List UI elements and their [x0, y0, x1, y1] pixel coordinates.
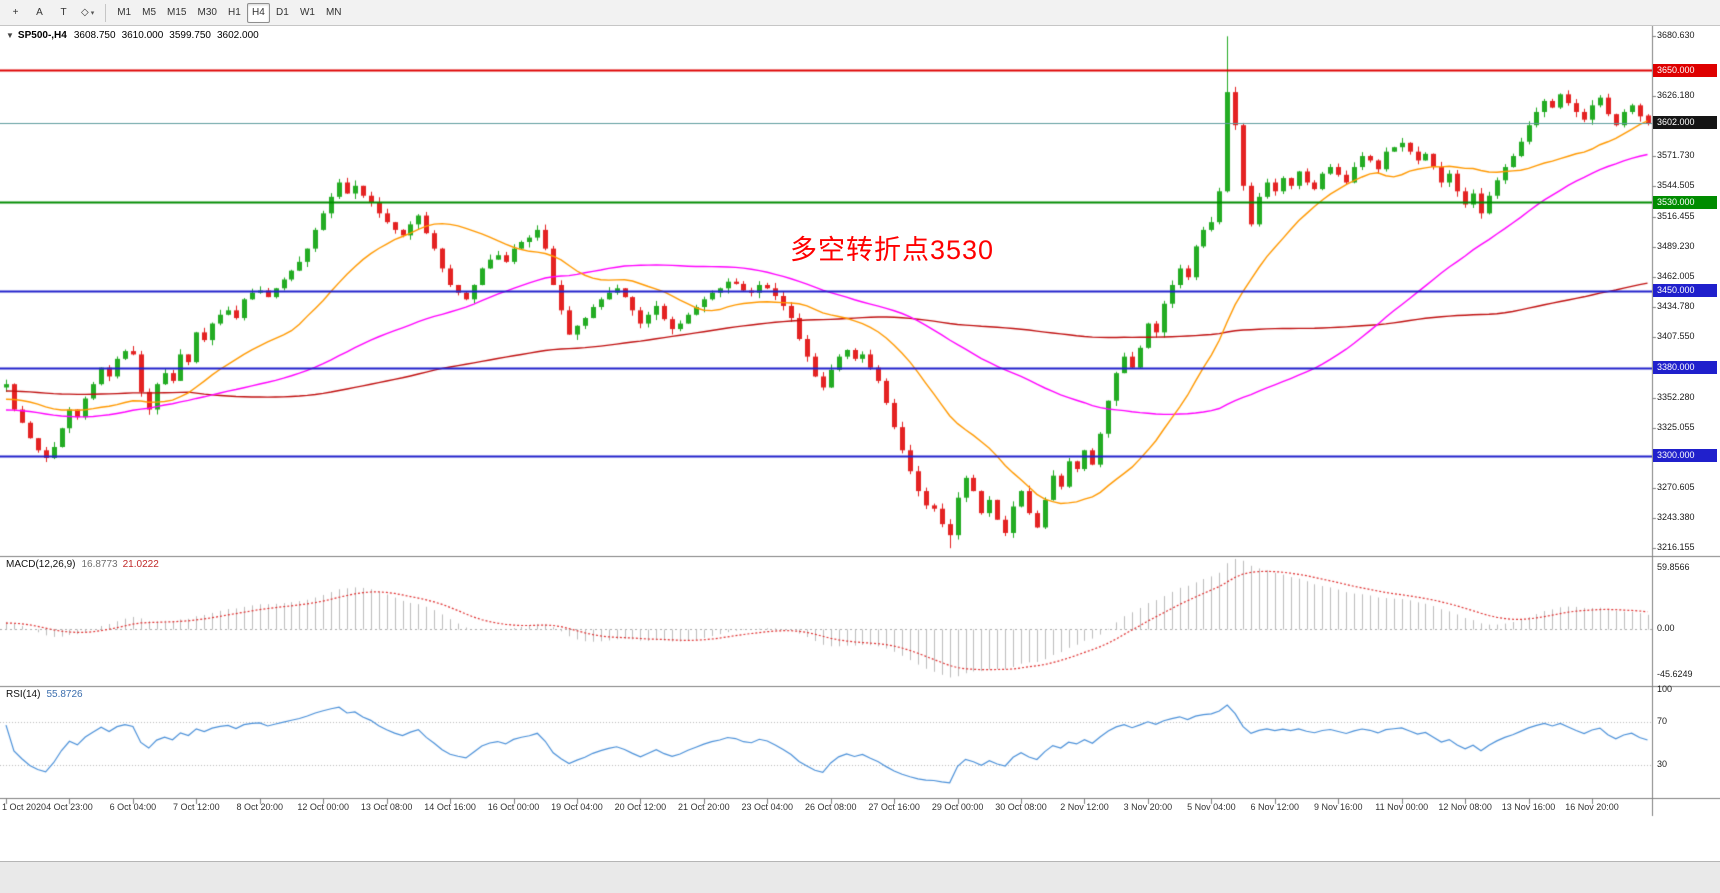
crosshair-tool-icon[interactable]: + [12, 7, 19, 18]
price-level-box-support-3300[interactable]: 3300.000 [1653, 449, 1717, 463]
time-axis-label: 16 Oct 00:00 [487, 802, 540, 812]
chart-header: ▼ SP500-,H4 3608.750 3610.000 3599.750 3602.0… [6, 30, 265, 41]
price-axis-label: 3544.505 [1657, 180, 1695, 191]
timeframe-button-m30[interactable]: M30 [197, 7, 217, 18]
time-axis-label: 30 Oct 08:00 [995, 802, 1047, 812]
shapes-tool-icon[interactable]: ◇ ▾ [81, 7, 95, 18]
macd-name: MACD(12,26,9) [6, 559, 76, 570]
ohlc-high: 3610.000 [121, 30, 164, 41]
price-level-box-current-price[interactable]: 3602.000 [1653, 116, 1717, 130]
timeframe-button-mn[interactable]: MN [325, 7, 342, 18]
time-axis-label: 6 Nov 12:00 [1250, 802, 1300, 812]
price-axis-label: 3352.280 [1657, 392, 1695, 403]
arrow-text-a-tool-icon[interactable]: A [36, 7, 43, 18]
price-axis-label: 3516.455 [1657, 211, 1695, 222]
price-axis-label: 3462.005 [1657, 271, 1695, 282]
panel-splitter-rsi[interactable] [0, 683, 1720, 688]
time-axis-label: 26 Oct 08:00 [804, 802, 857, 812]
macd-scale-label: 59.8566 [1657, 562, 1690, 573]
price-level-box-pivot-3530[interactable]: 3530.000 [1653, 195, 1717, 209]
top-toolbar: + A T ◇ ▾ M1 M5 M15 M30 H1 H4 D1 W1 MN [0, 0, 1720, 26]
time-axis-label: 7 Oct 12:00 [173, 802, 220, 812]
macd-main-value: 16.8773 [81, 559, 118, 570]
rsi-value: 55.8726 [46, 689, 83, 700]
rsi-scale-label: 100 [1657, 684, 1673, 694]
chart-expander-icon[interactable]: ▼ [6, 31, 14, 40]
macd-scale-label: 0.00 [1657, 622, 1675, 633]
time-axis-label: 4 Oct 23:00 [46, 802, 93, 812]
text-annotation-pivot-3530[interactable]: 多空转折点3530 [790, 235, 995, 265]
rsi-scale-label: 70 [1657, 716, 1668, 727]
price-axis-label: 3243.380 [1657, 512, 1695, 523]
time-axis-label: 23 Oct 04:00 [741, 802, 794, 812]
time-axis-label: 27 Oct 16:00 [868, 802, 920, 812]
time-axis-label: 11 Nov 00:00 [1375, 802, 1429, 812]
price-axis-label: 3270.605 [1657, 482, 1695, 493]
timeframe-button-d1[interactable]: D1 [276, 7, 289, 18]
price-axis-label: 3216.155 [1657, 542, 1695, 553]
time-axis-label: 13 Nov 16:00 [1501, 802, 1556, 812]
time-axis-label: 9 Nov 16:00 [1313, 802, 1363, 812]
price-axis-label: 3407.550 [1657, 331, 1695, 342]
ohlc-low: 3599.750 [169, 30, 211, 41]
timeframe-button-h4[interactable]: H4 [246, 2, 270, 23]
timeframe-button-m15[interactable]: M15 [167, 7, 187, 18]
price-axis-label: 3489.230 [1657, 241, 1695, 252]
timeframe-button-w1[interactable]: W1 [299, 7, 315, 18]
price-axis-label: 3325.055 [1657, 422, 1695, 433]
panel-splitter-timeaxis[interactable] [0, 795, 1720, 800]
price-axis-label: 3434.780 [1657, 301, 1695, 312]
text-label-t-tool-icon[interactable]: T [60, 7, 67, 18]
time-axis-label: 16 Nov 20:00 [1565, 802, 1619, 812]
price-axis-label: 3571.730 [1657, 150, 1695, 161]
time-axis-label: 21 Oct 20:00 [678, 802, 730, 812]
panel-splitter-macd[interactable] [0, 553, 1720, 558]
rsi-indicator-label: RSI(14) 55.8726 [6, 689, 83, 700]
timeframe-button-m5[interactable]: M5 [142, 7, 157, 18]
price-level-box-support-3380[interactable]: 3380.000 [1653, 361, 1717, 375]
timeframe-group: M1 M5 M15 M30 H1 H4 D1 W1 MN [112, 2, 346, 23]
time-axis-label: 1 Oct 2020 [2, 802, 47, 812]
time-axis-label: 20 Oct 12:00 [614, 802, 667, 812]
timeframe-button-m1[interactable]: M1 [117, 7, 132, 18]
time-axis-label: 12 Oct 00:00 [297, 802, 349, 812]
window-bottom-strip [0, 861, 1720, 893]
drawing-tools-group: + A T ◇ ▾ [4, 3, 99, 23]
symbol-period-label: SP500-,H4 [17, 30, 67, 41]
time-axis-label: 8 Oct 20:00 [236, 802, 284, 812]
ohlc-open: 3608.750 [73, 30, 116, 41]
chart-window: ▼ SP500-,H4 3608.750 3610.000 3599.750 3602.0… [0, 26, 1720, 893]
price-axis-label: 3680.630 [1657, 30, 1695, 41]
macd-indicator-label: MACD(12,26,9) 16.8773 21.0222 [6, 559, 159, 570]
dropdown-caret-icon: ▾ [90, 9, 95, 17]
price-level-box-resistance-3650[interactable]: 3650.000 [1653, 63, 1717, 77]
time-axis-label: 19 Oct 04:00 [551, 802, 603, 812]
time-axis-label: 3 Nov 20:00 [1123, 802, 1173, 812]
time-axis-label: 5 Nov 04:00 [1187, 802, 1236, 812]
rsi-name: RSI(14) [6, 689, 41, 700]
time-axis-label: 6 Oct 04:00 [109, 802, 157, 812]
macd-scale-label: -45.6249 [1657, 668, 1693, 679]
timeframe-button-h1[interactable]: H1 [228, 7, 241, 18]
time-axis-label: 2 Nov 12:00 [1060, 802, 1109, 812]
macd-signal-value: 21.0222 [122, 559, 159, 570]
rsi-scale-label: 30 [1657, 759, 1668, 770]
time-axis-label: 13 Oct 08:00 [360, 802, 413, 812]
price-level-box-support-3450[interactable]: 3450.000 [1653, 284, 1717, 297]
ohlc-close: 3602.000 [217, 30, 259, 41]
price-axis-label: 3626.180 [1657, 90, 1695, 101]
time-axis-label: 29 Oct 00:00 [931, 802, 984, 812]
time-axis-label: 14 Oct 16:00 [424, 802, 476, 812]
time-axis-label: 12 Nov 08:00 [1438, 802, 1492, 812]
toolbar-separator [105, 3, 107, 22]
price-chart-canvas[interactable] [0, 26, 1720, 893]
